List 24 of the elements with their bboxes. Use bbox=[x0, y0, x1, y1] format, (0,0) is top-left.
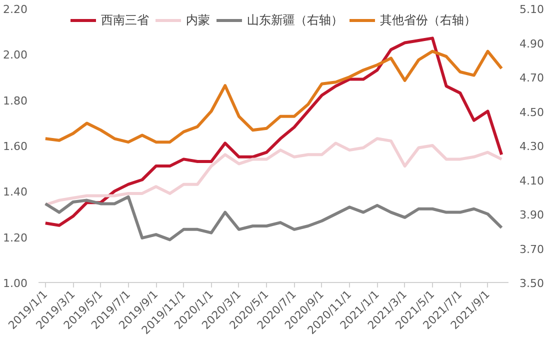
y2-tick-label: 4.70 bbox=[520, 72, 544, 84]
y2-tick-label: 4.10 bbox=[520, 174, 544, 188]
y-tick-label: 1.20 bbox=[3, 231, 28, 244]
line-series bbox=[44, 50, 504, 144]
y-tick-label: 1.00 bbox=[3, 277, 28, 290]
y2-tick-label: 3.50 bbox=[520, 277, 544, 290]
legend-label: 山东新疆（右轴） bbox=[247, 12, 343, 28]
y2-tick-label: 4.90 bbox=[520, 37, 544, 50]
line-series bbox=[44, 195, 504, 242]
legend-label: 西南三省 bbox=[101, 12, 149, 28]
y-tick-label: 1.80 bbox=[3, 94, 28, 108]
legend-label: 内蒙 bbox=[186, 12, 210, 28]
line-series bbox=[44, 36, 504, 227]
y2-tick-label: 4.30 bbox=[520, 140, 544, 153]
y2-tick-label: 5.10 bbox=[520, 3, 544, 16]
y2-tick-label: 3.70 bbox=[520, 242, 544, 256]
line-series bbox=[44, 137, 504, 206]
y-tick-label: 2.20 bbox=[3, 3, 28, 16]
y-tick-label: 1.60 bbox=[3, 140, 28, 153]
y-tick-label: 1.40 bbox=[3, 186, 28, 199]
y-tick-label: 2.00 bbox=[3, 48, 28, 62]
y2-tick-label: 3.90 bbox=[520, 208, 544, 222]
legend-label: 其他省份（右轴） bbox=[380, 12, 476, 28]
y2-tick-label: 4.50 bbox=[520, 106, 544, 119]
